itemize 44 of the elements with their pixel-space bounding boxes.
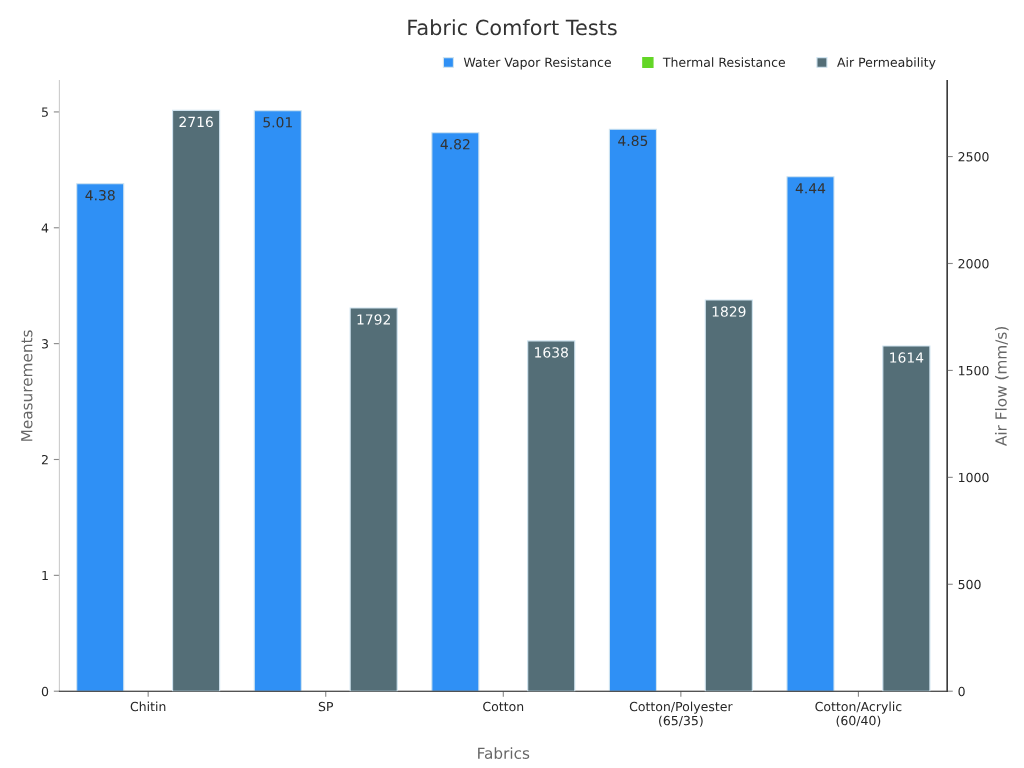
data-label: 4.82 [440,139,470,150]
bar [786,176,835,692]
data-label: 4.44 [795,183,826,194]
data-label: 4.38 [85,190,115,201]
bar [172,109,221,692]
data-label: 1638 [535,347,568,358]
bar [431,132,480,692]
y2-tick-label: 1500 [958,365,989,376]
bar [704,299,753,692]
y-axis-title: Measurements [21,330,33,441]
bar [882,345,931,692]
chart-title: Fabric Comfort Tests [408,19,617,36]
bar [253,110,302,692]
bar [76,183,125,692]
y-tick-label: 4 [41,223,49,233]
y2-tick-label: 0 [958,686,965,697]
bar [527,340,576,692]
legend-label: Air Permeability [837,57,936,70]
legend-label: Water Vapor Resistance [463,57,611,70]
x-tick-label: Cotton/Polyester (65/35) [629,701,733,727]
y-tick-label: 3 [41,339,48,349]
bar [349,307,398,692]
legend-label: Thermal Resistance [662,57,786,67]
data-label: 2716 [179,116,213,128]
x-tick-label: SP [318,701,334,712]
x-axis-title: Fabrics [478,747,530,759]
bar [608,128,657,692]
y2-tick-label: 1000 [958,472,989,483]
data-label: 5.01 [263,117,292,128]
data-label: 1792 [357,314,390,325]
x-tick-label: Chitin [130,701,166,712]
y-tick-label: 5 [41,107,48,117]
y2-axis-title: Air Flow (mm/s) [994,327,1009,446]
y2-tick-label: 2000 [958,258,989,269]
data-label: 1829 [712,306,746,317]
data-label: 1614 [890,352,924,363]
y-tick-label: 1 [42,570,48,581]
x-tick-label: Cotton/Acrylic (60/40) [815,701,902,727]
y-tick-label: 2 [41,454,48,465]
y2-tick-label: 500 [958,579,981,590]
x-tick-label: Cotton [483,701,524,712]
data-label: 4.85 [618,135,648,147]
y2-tick-label: 2500 [958,152,989,162]
y-tick-label: 0 [41,686,49,697]
